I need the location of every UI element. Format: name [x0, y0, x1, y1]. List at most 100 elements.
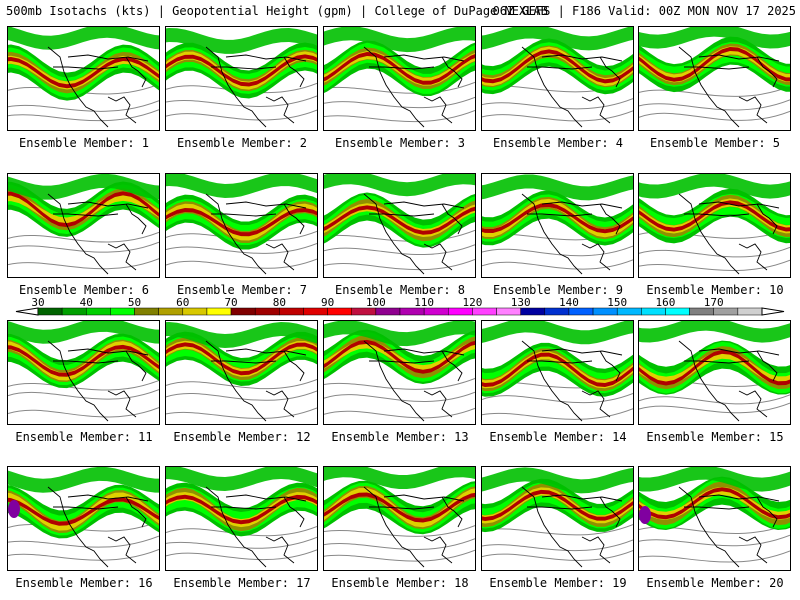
member-label: Ensemble Member: 14 [489, 430, 627, 444]
member-label: Ensemble Member: 6 [18, 283, 150, 297]
height-contour [324, 81, 475, 94]
coastline [363, 340, 465, 422]
member-map-canvas [166, 322, 317, 422]
height-contour [482, 98, 633, 110]
height-contour [8, 548, 159, 561]
ensemble-member-map [323, 173, 476, 278]
ensemble-member-map [638, 320, 791, 425]
isotach-band [482, 174, 633, 201]
height-contour [324, 258, 475, 271]
height-contour [166, 407, 317, 419]
isotach-band [8, 341, 159, 381]
ensemble-member-map [638, 173, 791, 278]
height-contour [324, 538, 475, 550]
ensemble-member-map [165, 320, 318, 425]
member-map-canvas [639, 321, 790, 422]
isotach-band [639, 467, 790, 492]
member-map-canvas [8, 321, 159, 422]
colorbar-max-arrow [761, 307, 785, 316]
isotach-band [639, 349, 790, 386]
height-contour [8, 258, 159, 270]
coastline [47, 486, 149, 568]
height-contour [482, 259, 633, 270]
colorbar-swatch [279, 307, 304, 316]
isotach-band [166, 54, 317, 87]
ensemble-member-map [638, 26, 791, 131]
height-contour [482, 393, 633, 404]
coastline [205, 340, 307, 422]
member-map-canvas [324, 467, 475, 568]
member-label: Ensemble Member: 18 [331, 576, 469, 590]
colorbar-tick-label: 150 [607, 296, 627, 309]
colorbar-swatch [737, 307, 763, 316]
isotach-band [8, 321, 159, 344]
member-map-canvas [482, 467, 633, 568]
coastline [205, 486, 307, 568]
height-contour [639, 99, 790, 111]
coastline [363, 486, 465, 568]
colorbar-min-arrow [15, 307, 39, 316]
colorbar-swatch [520, 307, 546, 316]
ensemble-member-map [323, 320, 476, 425]
isotach-band [482, 489, 633, 521]
colorbar-swatch [592, 307, 618, 316]
height-contour [324, 407, 475, 419]
colorbar-swatch [230, 307, 256, 316]
isotach-max [639, 506, 651, 524]
colorbar-tick-label: 170 [704, 296, 724, 309]
isotach-band [166, 207, 317, 237]
isotach-band [482, 202, 633, 234]
isotach-band [639, 487, 790, 520]
member-label: Ensemble Member: 13 [331, 430, 469, 444]
isotach-band [639, 350, 790, 385]
member-label: Ensemble Member: 17 [173, 576, 311, 590]
colorbar-swatch [665, 307, 690, 316]
isotach-band [324, 340, 475, 374]
height-contour [324, 549, 475, 562]
coastline [678, 193, 780, 275]
ensemble-member-map [323, 466, 476, 571]
isotach-band [482, 351, 633, 389]
colorbar-swatch [206, 307, 232, 316]
member-label: Ensemble Member: 5 [649, 136, 781, 150]
member-map-canvas [8, 27, 159, 128]
height-contour [639, 550, 790, 563]
isotach-band [639, 198, 790, 234]
colorbar-tick-label: 130 [511, 296, 531, 309]
height-contour [639, 110, 790, 121]
member-label: Ensemble Member: 20 [646, 576, 784, 590]
height-contour [639, 259, 790, 272]
height-contour [8, 389, 159, 400]
colorbar-swatch [86, 307, 111, 316]
colorbar-swatch [496, 307, 521, 316]
ensemble-member-map [165, 26, 318, 131]
colorbar-swatch [351, 307, 377, 316]
member-map-canvas [482, 174, 633, 275]
isotach-band [166, 491, 317, 528]
height-contour [8, 109, 159, 122]
colorbar-swatch [327, 307, 352, 316]
coastline [678, 340, 780, 422]
ensemble-member-map [7, 173, 160, 278]
colorbar-swatch [448, 307, 473, 316]
isotach-band [482, 467, 633, 494]
height-contour [639, 402, 790, 414]
isotach-band [166, 28, 317, 54]
isotach-band [639, 27, 790, 49]
height-contour [8, 407, 159, 418]
colorbar-tick-label: 50 [128, 296, 141, 309]
member-label: Ensemble Member: 15 [646, 430, 784, 444]
height-contour [166, 536, 317, 549]
member-label: Ensemble Member: 10 [646, 283, 784, 297]
member-map-canvas [166, 174, 317, 275]
height-contour [166, 549, 317, 561]
member-label: Ensemble Member: 11 [15, 430, 153, 444]
coastline [678, 46, 780, 128]
isotach-band [482, 27, 633, 51]
coastline [47, 340, 149, 422]
isotach-band [166, 322, 317, 348]
colorbar-swatch [641, 307, 666, 316]
height-contour [482, 110, 633, 122]
height-contour [482, 550, 633, 561]
colorbar-swatch [689, 307, 714, 316]
